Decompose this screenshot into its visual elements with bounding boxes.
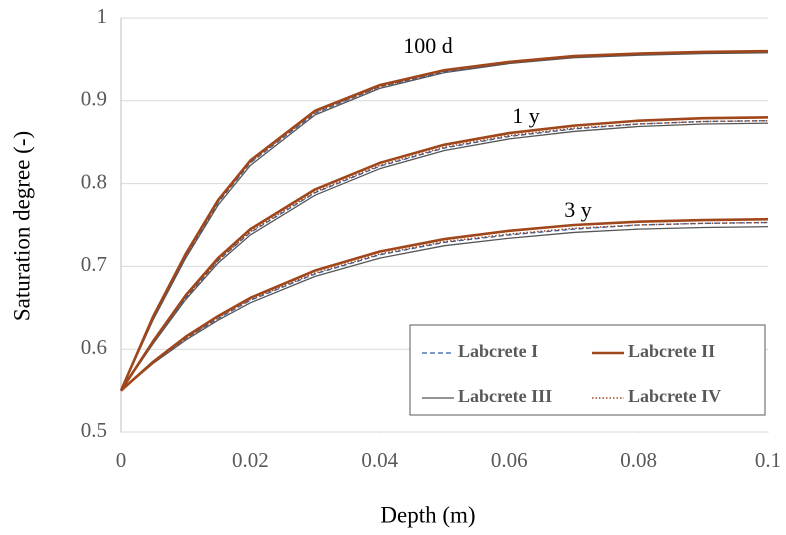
legend-box [409,324,766,416]
x-tick-label: 0.02 [232,448,269,472]
legend-label: Labcrete II [628,341,715,361]
curve [120,122,769,391]
y-tick-label: 0.5 [81,418,107,442]
curve [119,116,769,392]
annotation: 1 y [512,103,540,128]
y-tick-label: 0.8 [81,169,107,193]
curve [120,217,769,392]
y-tick-label: 0.7 [81,252,107,276]
x-tick-label: 0.08 [620,448,657,472]
y-tick-label: 0.6 [81,335,107,359]
annotation: 100 d [403,33,453,58]
y-tick-label: 0.9 [81,87,107,111]
x-tick-label: 0.04 [361,448,398,472]
x-tick-label: 0 [116,448,127,472]
legend-label: Labcrete III [458,386,552,406]
x-tick-label: 0.1 [755,448,781,472]
legend-label: Labcrete IV [628,386,721,406]
x-axis-title: Depth (m) [380,502,475,527]
annotation: 3 y [564,197,592,222]
y-axis-title: Saturation degree (-) [9,131,34,321]
curve [119,49,769,392]
y-tick-label: 1 [97,4,108,28]
curve [120,221,769,392]
legend-label: Labcrete I [458,341,538,361]
x-tick-label: 0.06 [491,448,528,472]
curve [120,52,769,391]
curve [120,226,769,392]
